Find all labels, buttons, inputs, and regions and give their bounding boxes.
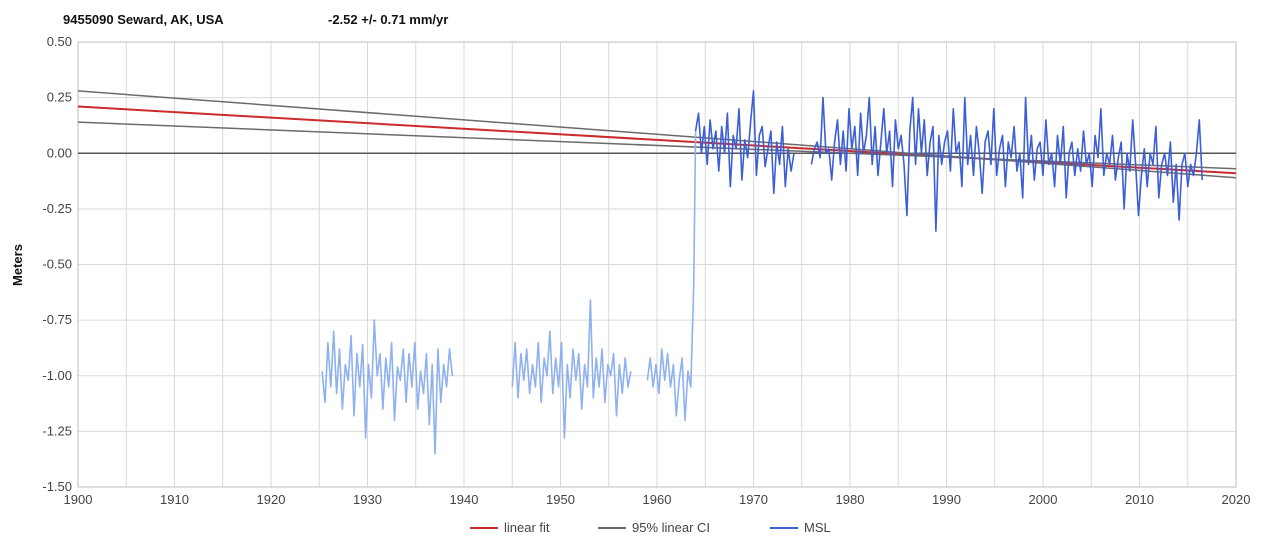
chart-lines — [77, 90, 1237, 455]
y-tick-label: -1.00 — [42, 368, 72, 383]
x-tick-label: 2000 — [1029, 492, 1058, 507]
chart-grid — [77, 41, 1237, 488]
x-tick-label: 1960 — [643, 492, 672, 507]
msl-series-segment — [511, 299, 632, 439]
chart-title: 9455090 Seward, AK, USA — [63, 12, 224, 27]
chart-legend: linear fit 95% linear CI MSL — [470, 520, 831, 535]
y-tick-label: -0.50 — [42, 257, 72, 272]
y-tick-label: -0.25 — [42, 201, 72, 216]
msl-series-segment — [694, 90, 795, 195]
x-tick-label: 1980 — [836, 492, 865, 507]
msl-series-segment — [810, 96, 1203, 232]
x-tick-label: 1930 — [353, 492, 382, 507]
x-tick-label: 1910 — [160, 492, 189, 507]
plot-border — [77, 41, 1237, 488]
x-tick-label: 1970 — [739, 492, 768, 507]
msl-series-segment — [646, 130, 697, 422]
y-tick-label: -0.75 — [42, 312, 72, 327]
x-tick-label: 1900 — [64, 492, 93, 507]
msl-series-segment — [321, 319, 454, 455]
y-tick-label: 0.25 — [47, 90, 72, 105]
x-tick-label: 1950 — [546, 492, 575, 507]
legend-label: 95% linear CI — [632, 520, 710, 535]
y-tick-label: -1.25 — [42, 423, 72, 438]
legend-label: linear fit — [504, 520, 550, 535]
y-tick-label: 0.00 — [47, 145, 72, 160]
chart-trend: -2.52 +/- 0.71 mm/yr — [328, 12, 448, 27]
x-tick-label: 2020 — [1222, 492, 1251, 507]
x-tick-label: 2010 — [1125, 492, 1154, 507]
chart-axes: -1.50 -1.25 -1.00 -0.75 -0.50 -0.25 0.00 0.25 0.… — [42, 34, 1250, 507]
x-tick-label: 1990 — [932, 492, 961, 507]
x-tick-label: 1940 — [450, 492, 479, 507]
y-tick-label: 0.50 — [47, 34, 72, 49]
legend-label: MSL — [804, 520, 831, 535]
x-tick-label: 1920 — [257, 492, 286, 507]
y-axis-label: Meters — [10, 244, 25, 286]
y-tick-label: -1.50 — [42, 479, 72, 494]
